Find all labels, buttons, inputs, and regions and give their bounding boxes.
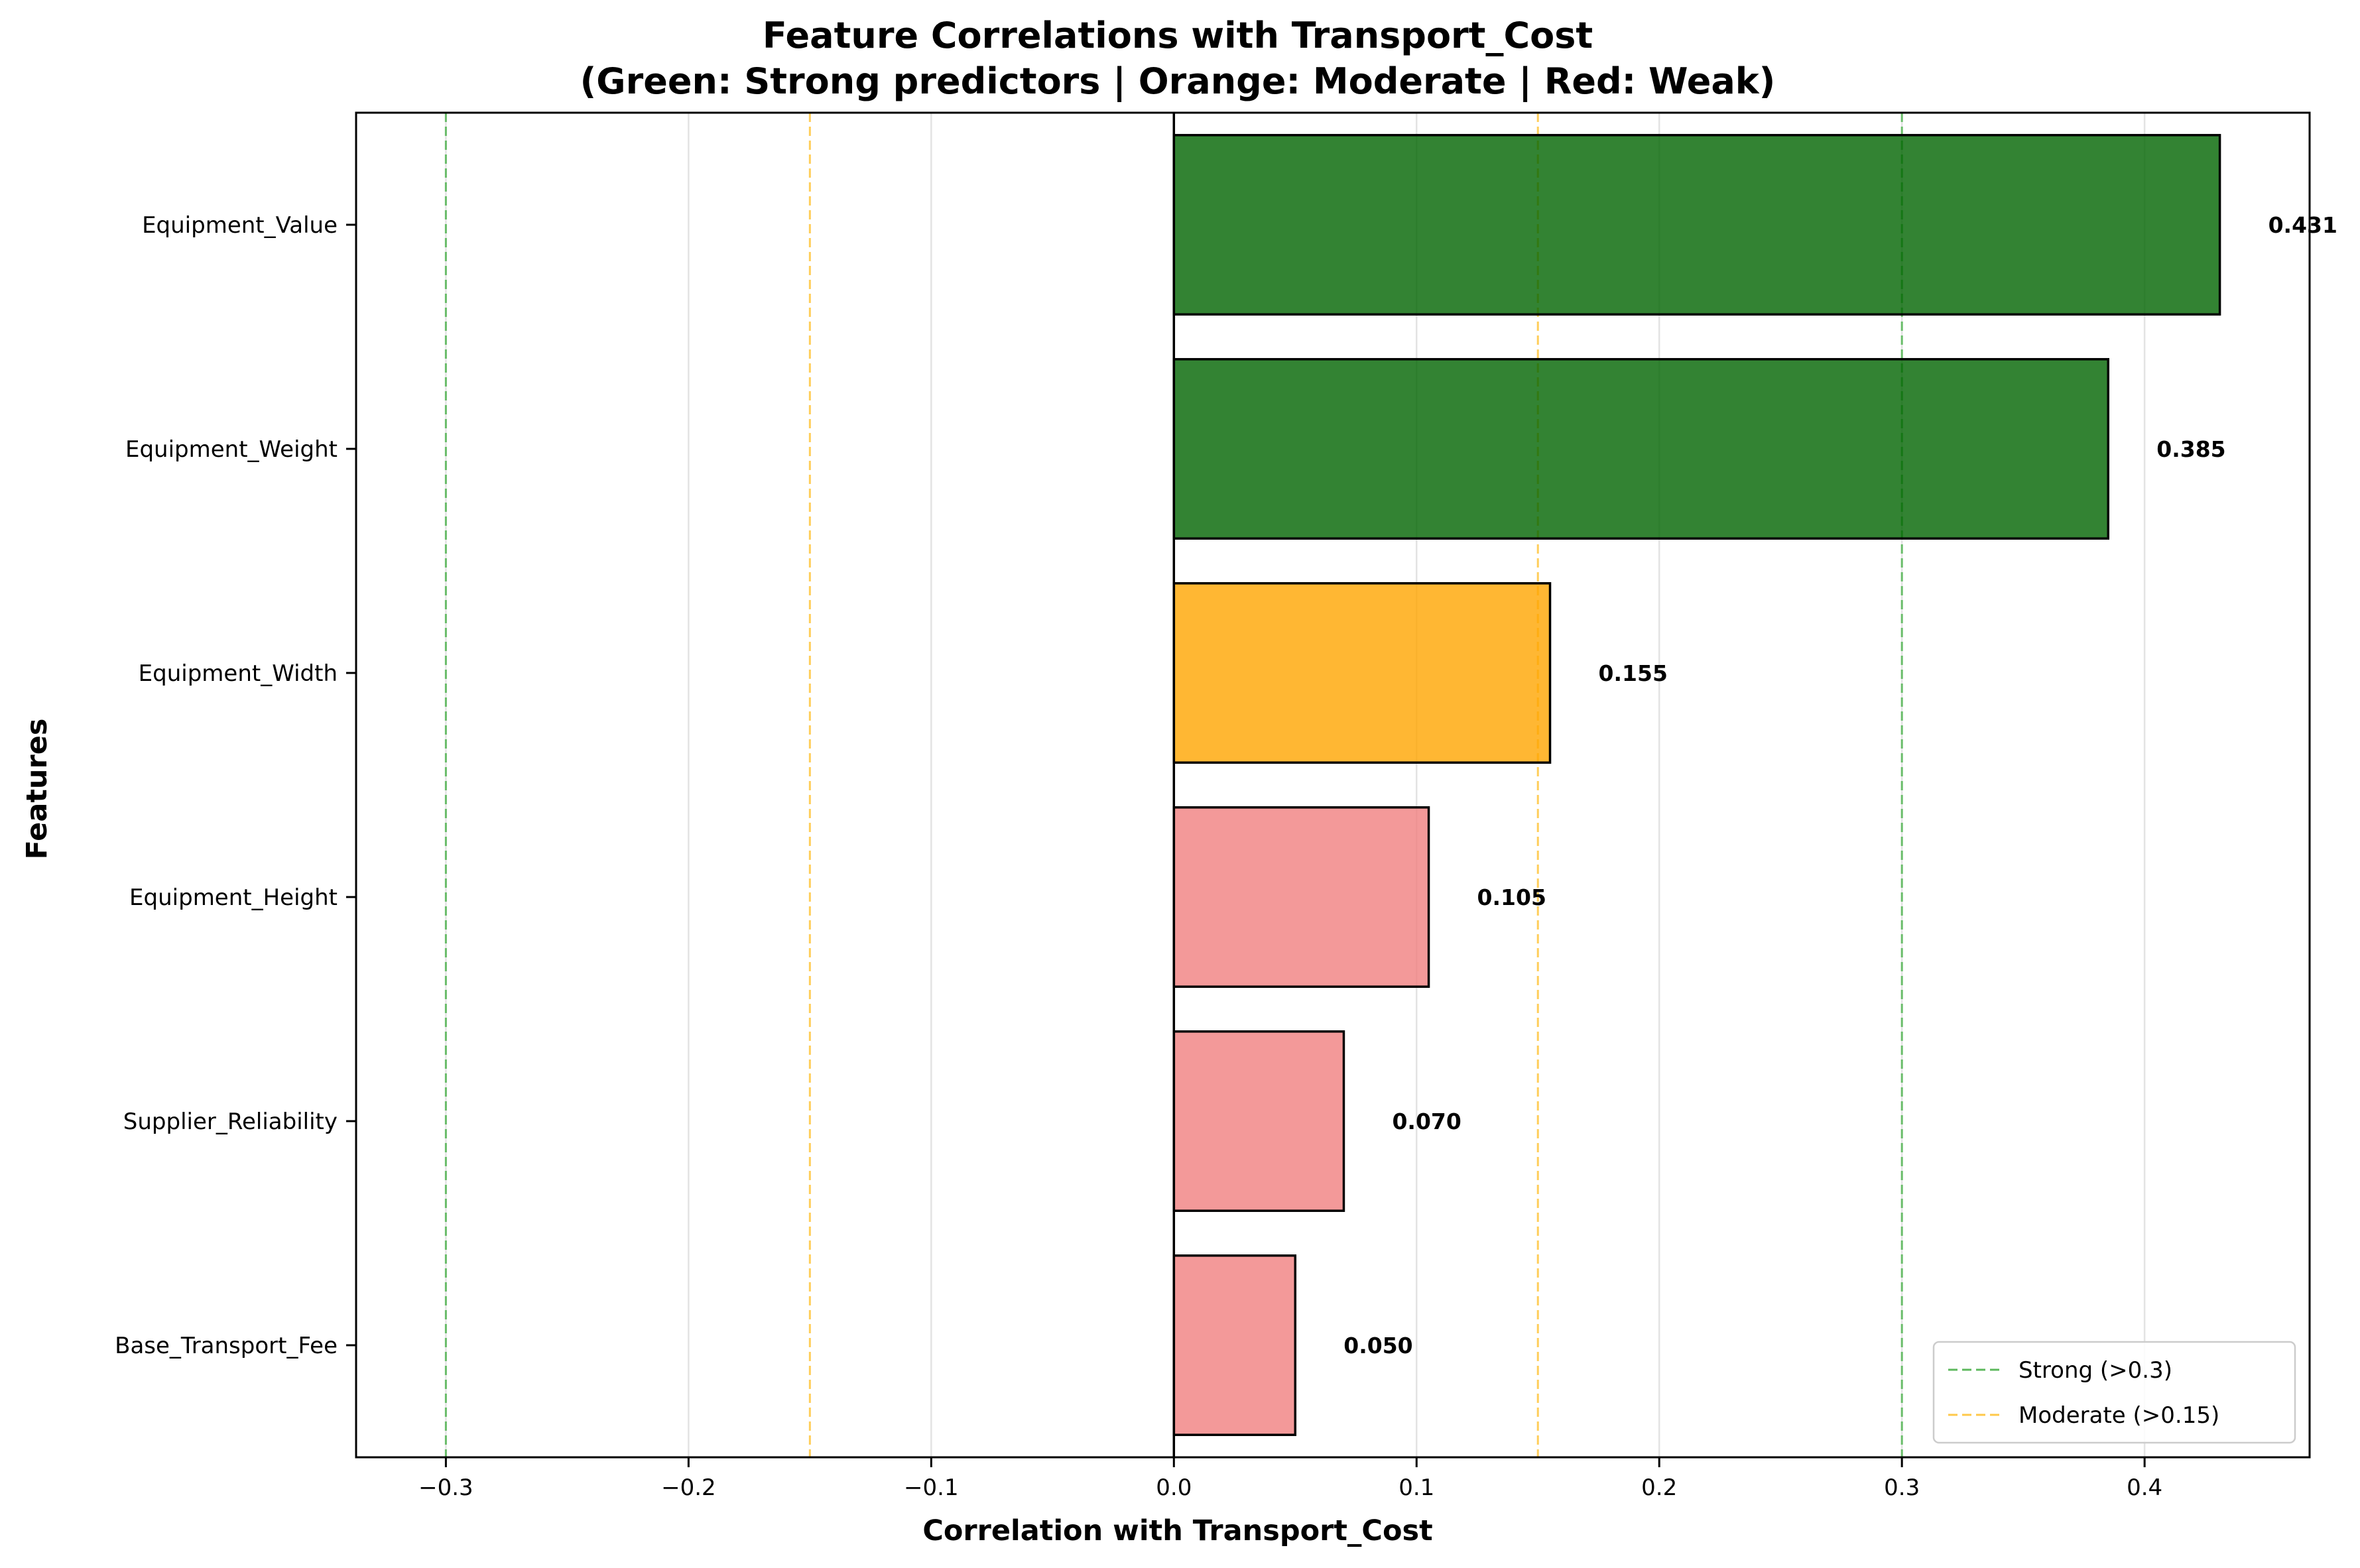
x-tick-label: −0.1 [904, 1475, 959, 1501]
bar-value-label: 0.385 [2156, 436, 2225, 462]
x-tick-label: 0.3 [1884, 1475, 1920, 1501]
x-tick-label: 0.0 [1156, 1475, 1192, 1501]
chart-subtitle: (Green: Strong predictors | Orange: Mode… [580, 60, 1776, 102]
bar [1172, 1254, 1297, 1436]
y-axis-label: Features [21, 719, 54, 860]
y-tick-label: Equipment_Value [142, 212, 338, 239]
reference-lines [444, 113, 1903, 1457]
x-axis-label: Correlation with Transport_Cost [922, 1514, 1432, 1547]
bar-value-label: 0.070 [1392, 1109, 1461, 1134]
bar [1172, 582, 1552, 764]
y-tick-label: Equipment_Height [129, 884, 338, 911]
bar [1172, 806, 1430, 988]
x-tick-label: 0.2 [1641, 1475, 1677, 1501]
legend-entry: Strong (>0.3) [2018, 1357, 2172, 1384]
y-tick-label: Equipment_Weight [125, 436, 338, 463]
bar-value-label: 0.105 [1477, 884, 1546, 910]
x-tick-label: −0.3 [418, 1475, 473, 1501]
bar-value-label: 0.431 [2268, 212, 2337, 238]
y-tick-label: Supplier_Reliability [123, 1109, 338, 1135]
bar-value-label: 0.050 [1343, 1333, 1412, 1358]
y-tick-label: Equipment_Width [139, 660, 338, 687]
bar-value-labels: 0.431 0.385 0.155 0.105 0.070 0.050 [1343, 212, 2337, 1358]
legend-entry: Moderate (>0.15) [2018, 1402, 2219, 1429]
chart-title: Feature Correlations with Transport_Cost [763, 15, 1593, 56]
bar [1172, 358, 2110, 540]
legend: Strong (>0.3) Moderate (>0.15) [1932, 1341, 2296, 1444]
bar [1172, 134, 2221, 316]
x-tick-label: 0.1 [1398, 1475, 1434, 1501]
x-tick-label: −0.2 [661, 1475, 716, 1501]
y-tick-label: Base_Transport_Fee [115, 1333, 338, 1359]
bar-value-label: 0.155 [1599, 660, 1668, 686]
bars [1172, 134, 2221, 1436]
x-tick-label: 0.4 [2127, 1475, 2162, 1501]
legend-box [1932, 1341, 2296, 1444]
bar [1172, 1030, 1345, 1212]
plot-frame [355, 111, 2311, 1459]
axes: −0.3 −0.2 −0.1 0.0 0.1 0.2 0.3 0.4 Equipment_Val… [115, 111, 2311, 1501]
